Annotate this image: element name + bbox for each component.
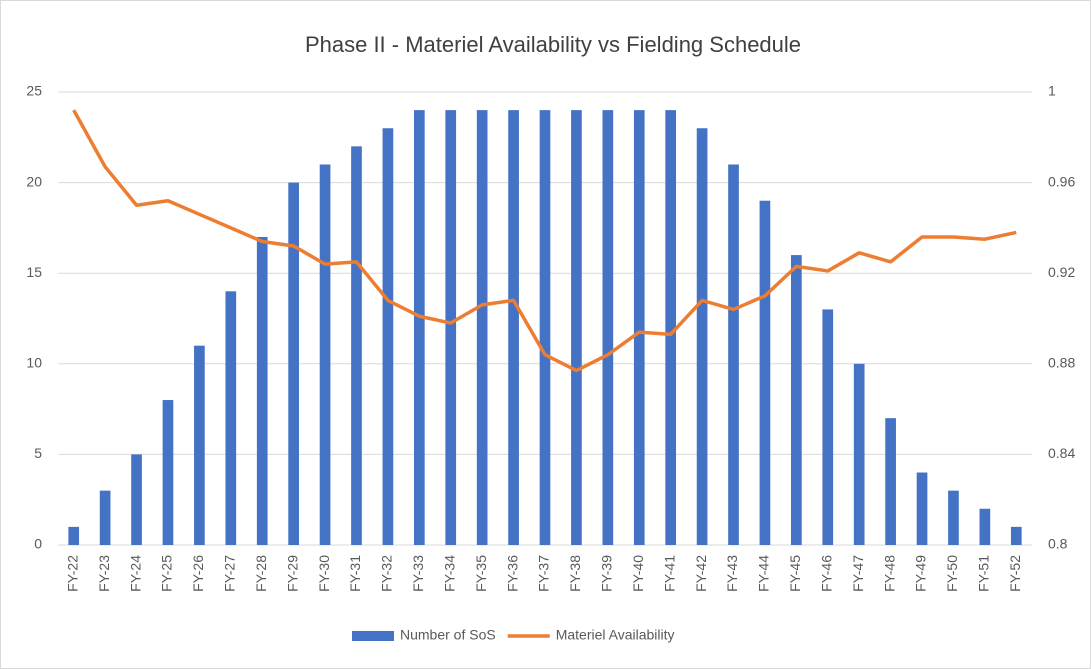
y-tick-label: 15 [26,264,42,280]
x-tick-label: FY-32 [379,555,395,592]
bar [162,400,174,545]
x-tick-label: FY-51 [976,555,992,592]
bar [948,490,959,545]
x-tick-label: FY-45 [787,555,803,592]
y2-tick-label: 1 [1048,83,1056,99]
bar [288,182,299,545]
x-tick-label: FY-31 [347,555,363,592]
legend-label: Materiel Availability [556,627,675,643]
bar [508,110,519,546]
bar [602,110,614,546]
x-tick-label: FY-43 [724,555,740,592]
x-tick-label: FY-46 [818,555,834,592]
x-tick-label: FY-30 [316,555,332,592]
bar [916,472,928,545]
bar [822,309,834,545]
x-tick-label: FY-49 [913,555,929,592]
x-tick-label: FY-29 [284,555,300,592]
bar [476,110,488,546]
y-tick-label: 20 [26,173,42,189]
x-tick-label: FY-22 [64,555,80,592]
bar [256,236,268,545]
y-tick-label: 0 [34,536,42,552]
y2-tick-label: 0.92 [1048,264,1075,280]
y2-tick-label: 0.84 [1048,445,1075,461]
bar [131,454,142,545]
chart-title: Phase II - Materiel Availability vs Fiel… [305,32,801,57]
bar [225,291,237,545]
y-tick-label: 10 [26,355,42,371]
bar [68,526,80,545]
x-tick-label: FY-48 [881,555,897,592]
x-tick-label: FY-52 [1007,555,1023,592]
x-tick-label: FY-23 [96,555,112,592]
x-tick-label: FY-28 [253,555,269,592]
bar [413,110,425,546]
x-tick-label: FY-40 [630,555,646,592]
x-tick-label: FY-38 [567,555,583,592]
x-tick-label: FY-42 [693,555,709,592]
bar [885,418,896,545]
bar [445,110,457,546]
y2-tick-label: 0.88 [1048,355,1075,371]
x-tick-label: FY-50 [944,555,960,592]
x-tick-label: FY-41 [661,555,677,592]
legend-swatch [352,631,394,641]
x-tick-label: FY-37 [536,555,552,592]
x-tick-label: FY-33 [410,555,426,592]
y-tick-label: 25 [26,83,42,99]
y2-tick-label: 0.8 [1048,536,1068,552]
x-tick-label: FY-26 [190,555,206,592]
x-tick-label: FY-44 [756,555,772,592]
bar [99,490,111,545]
bar [791,255,802,545]
bar [665,110,677,546]
bar [382,128,394,546]
line [72,109,1017,373]
bar [351,146,362,546]
bar [539,110,551,546]
bar [979,508,991,545]
x-tick-label: FY-34 [441,555,457,592]
y-tick-label: 5 [34,445,42,461]
x-tick-label: FY-47 [850,555,866,592]
x-tick-label: FY-39 [599,555,615,592]
y2-tick-label: 0.96 [1048,173,1075,189]
bar [759,200,771,545]
bar [853,363,865,545]
x-tick-label: FY-25 [159,555,175,592]
bar [728,164,739,546]
bar [571,110,582,546]
x-tick-label: FY-27 [222,555,238,592]
bar [319,164,331,546]
x-tick-label: FY-24 [127,555,143,592]
bar [633,110,645,546]
bar [696,128,708,546]
bar [1010,526,1022,545]
x-tick-label: FY-36 [504,555,520,592]
bar [194,345,205,545]
x-tick-label: FY-35 [473,555,489,592]
legend-label: Number of SoS [400,627,496,643]
